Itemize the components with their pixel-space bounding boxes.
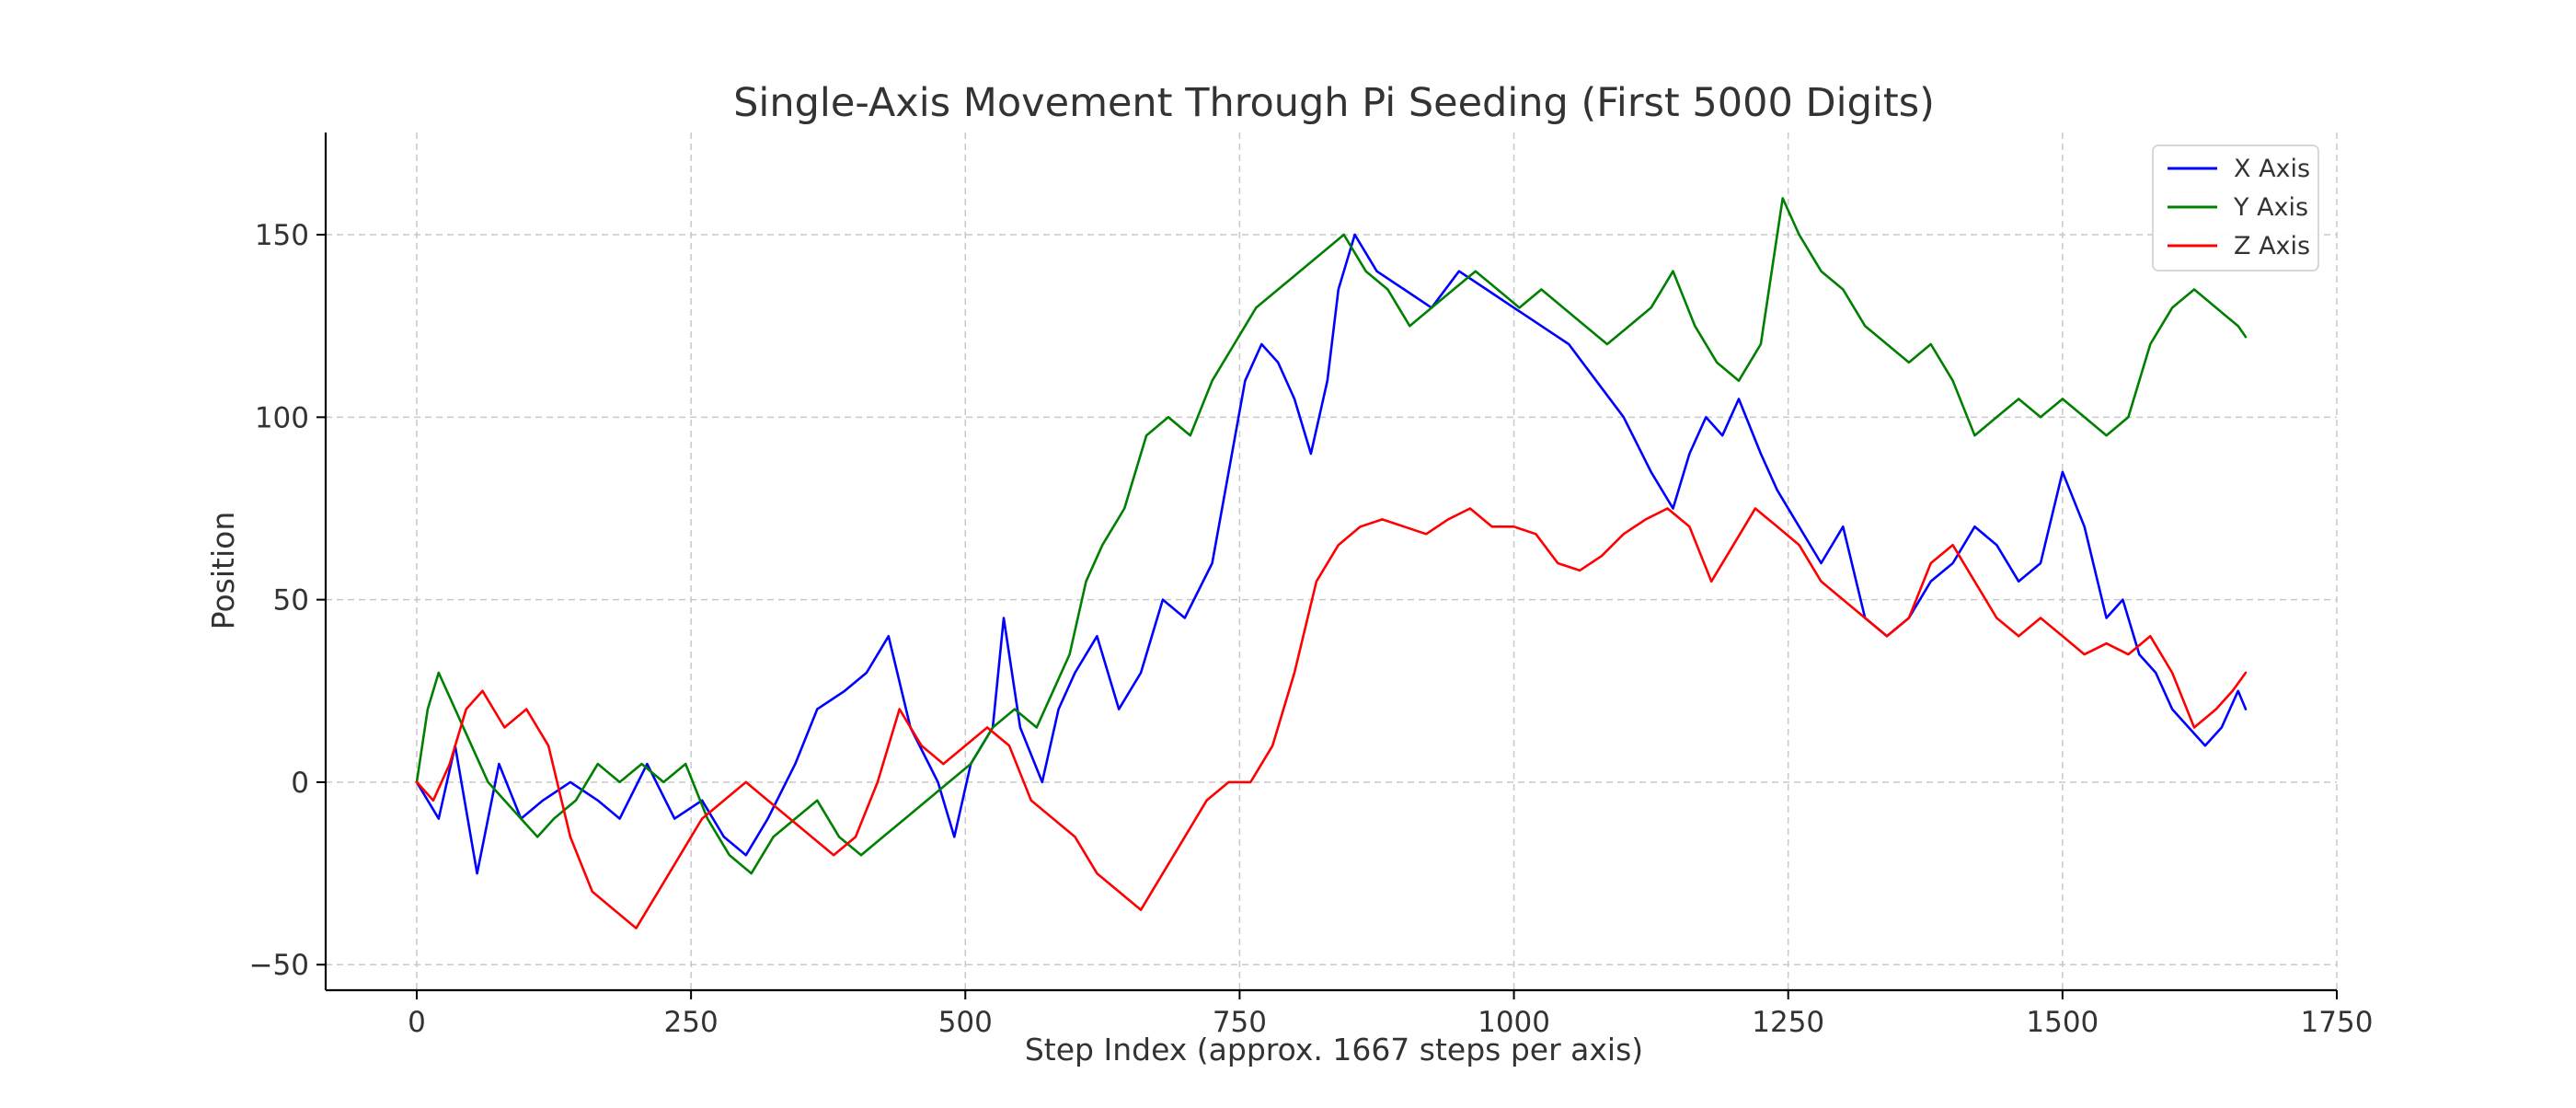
series-line-x-axis (415, 233, 2248, 875)
x-tick-label: 1750 (2301, 1006, 2374, 1039)
x-tick-label: 0 (408, 1006, 426, 1039)
ticks: 0 250 500 750 1000 1250 1500 1750 −50 0 50 100 150 (249, 219, 2374, 1039)
legend-label: Y Axis (2233, 193, 2308, 222)
y-tick-label: 100 (255, 401, 309, 434)
y-tick-label: 150 (255, 219, 309, 252)
legend-label: Z Axis (2234, 232, 2310, 260)
legend-box (2152, 144, 2319, 271)
y-tick-label: −50 (249, 949, 309, 982)
x-tick-label: 250 (664, 1006, 719, 1039)
plot-area (415, 197, 2248, 929)
chart-title: Single-Axis Movement Through Pi Seeding … (733, 80, 1935, 126)
y-tick-label: 50 (273, 584, 309, 617)
x-tick-label: 1250 (1752, 1006, 1824, 1039)
legend: X Axis Y Axis Z Axis (2152, 144, 2319, 271)
x-tick-label: 1500 (2026, 1006, 2099, 1039)
series-line-z-axis (415, 507, 2248, 929)
x-tick-label: 750 (1213, 1006, 1267, 1039)
y-axis-label: Position (205, 512, 241, 630)
axes (324, 133, 2337, 992)
x-tick-label: 500 (938, 1006, 993, 1039)
grid (326, 133, 2338, 990)
x-axis-label: Step Index (approx. 1667 steps per axis) (1025, 1032, 1643, 1068)
x-tick-label: 1000 (1478, 1006, 1550, 1039)
legend-label: X Axis (2234, 155, 2310, 183)
y-tick-label: 0 (291, 767, 309, 800)
series-line-y-axis (415, 197, 2248, 875)
